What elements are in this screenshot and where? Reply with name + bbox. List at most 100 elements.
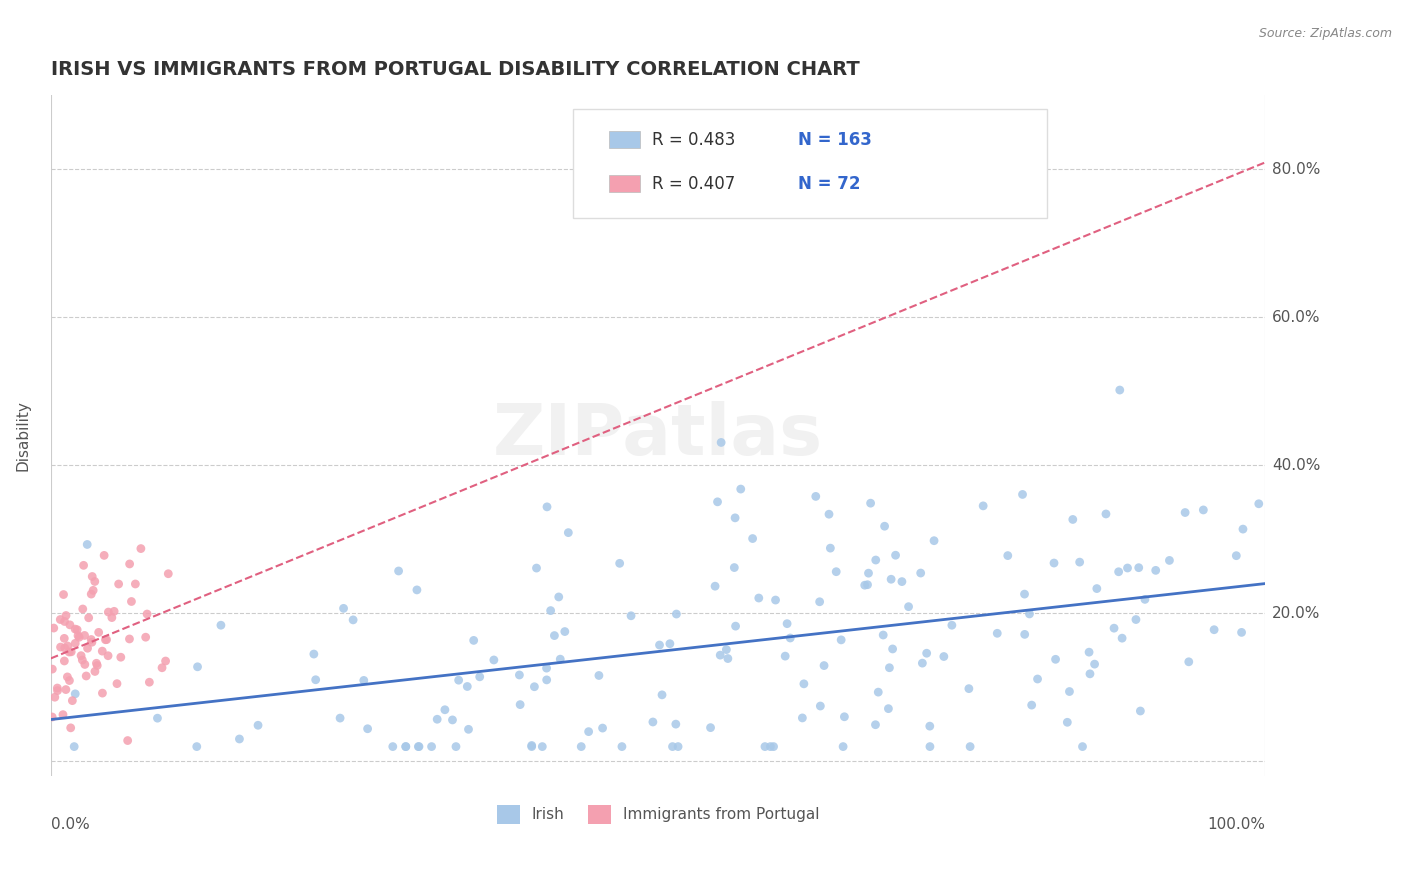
Text: 40.0%: 40.0% — [1272, 458, 1320, 473]
Irish — [1095, 507, 1118, 521]
Irish — [548, 652, 571, 666]
Irish — [406, 582, 429, 597]
Text: R = 0.407: R = 0.407 — [652, 175, 735, 193]
Irish — [536, 673, 558, 687]
Immigrants from Portugal — [66, 623, 89, 637]
Irish — [228, 731, 250, 746]
Immigrants from Portugal — [76, 641, 98, 656]
Irish — [880, 572, 903, 586]
Immigrants from Portugal — [136, 607, 159, 621]
Irish — [759, 739, 782, 754]
Irish — [1059, 684, 1081, 698]
Immigrants from Portugal — [117, 733, 139, 747]
Irish — [1174, 506, 1197, 520]
Immigrants from Portugal — [86, 657, 108, 671]
Irish — [884, 548, 907, 562]
Irish — [882, 642, 904, 657]
Immigrants from Portugal — [58, 645, 80, 659]
Irish — [447, 673, 470, 688]
Irish — [305, 673, 328, 687]
Irish — [540, 604, 562, 618]
Immigrants from Portugal — [59, 617, 82, 632]
Immigrants from Portugal — [72, 558, 94, 573]
Irish — [813, 658, 835, 673]
Immigrants from Portugal — [110, 650, 132, 665]
Immigrants from Portugal — [105, 676, 128, 690]
Immigrants from Portugal — [52, 588, 75, 602]
Irish — [457, 723, 479, 737]
Irish — [651, 688, 673, 702]
Irish — [1125, 613, 1147, 627]
Immigrants from Portugal — [49, 613, 72, 627]
Immigrants from Portugal — [63, 622, 86, 636]
Irish — [509, 698, 531, 712]
Immigrants from Portugal — [53, 654, 76, 668]
Irish — [441, 713, 464, 727]
Irish — [723, 560, 745, 574]
Irish — [526, 561, 548, 575]
Irish — [1102, 621, 1125, 635]
Immigrants from Portugal — [93, 549, 115, 563]
Irish — [709, 648, 731, 662]
Text: N = 163: N = 163 — [797, 131, 872, 149]
Irish — [456, 680, 478, 694]
Irish — [523, 680, 546, 694]
Immigrants from Portugal — [80, 587, 103, 601]
Irish — [859, 496, 882, 510]
Immigrants from Portugal — [157, 566, 180, 581]
Irish — [543, 629, 565, 643]
Immigrants from Portugal — [72, 602, 94, 616]
Irish — [569, 739, 592, 754]
Irish — [834, 710, 856, 724]
Irish — [426, 712, 449, 726]
Irish — [918, 739, 941, 754]
Irish — [520, 739, 543, 753]
Text: IRISH VS IMMIGRANTS FROM PORTUGAL DISABILITY CORRELATION CHART: IRISH VS IMMIGRANTS FROM PORTUGAL DISABI… — [51, 60, 859, 78]
Y-axis label: Disability: Disability — [15, 401, 30, 471]
Text: 0.0%: 0.0% — [51, 817, 90, 832]
Irish — [868, 685, 890, 699]
Text: 60.0%: 60.0% — [1272, 310, 1320, 325]
Irish — [877, 701, 900, 715]
Immigrants from Portugal — [49, 640, 72, 654]
Irish — [1078, 666, 1101, 681]
Irish — [832, 739, 855, 754]
Irish — [146, 711, 169, 725]
Irish — [1069, 555, 1091, 569]
Text: 80.0%: 80.0% — [1272, 162, 1320, 177]
Text: 20.0%: 20.0% — [1272, 606, 1320, 621]
Irish — [1084, 657, 1107, 672]
Irish — [186, 660, 208, 674]
Immigrants from Portugal — [135, 630, 157, 644]
Irish — [1043, 556, 1066, 570]
Immigrants from Portugal — [53, 632, 76, 646]
Immigrants from Portugal — [59, 721, 82, 735]
Irish — [724, 511, 747, 525]
Irish — [724, 619, 747, 633]
Irish — [609, 557, 631, 571]
Irish — [578, 724, 600, 739]
Irish — [329, 711, 352, 725]
Irish — [408, 739, 430, 754]
Irish — [1116, 561, 1139, 575]
Immigrants from Portugal — [44, 690, 66, 705]
Text: Source: ZipAtlas.com: Source: ZipAtlas.com — [1258, 27, 1392, 40]
Irish — [1232, 522, 1254, 536]
Irish — [620, 608, 643, 623]
Irish — [754, 739, 776, 754]
Irish — [716, 642, 738, 657]
Immigrants from Portugal — [73, 657, 96, 672]
Immigrants from Portugal — [41, 662, 63, 676]
Irish — [1078, 645, 1101, 659]
Immigrants from Portugal — [97, 605, 120, 619]
Immigrants from Portugal — [58, 673, 80, 688]
Irish — [959, 739, 981, 754]
Text: N = 72: N = 72 — [797, 175, 860, 193]
Immigrants from Portugal — [101, 610, 124, 624]
Irish — [63, 739, 86, 754]
Irish — [1108, 565, 1130, 579]
FancyBboxPatch shape — [574, 109, 1046, 218]
Immigrants from Portugal — [86, 658, 108, 673]
Immigrants from Portugal — [107, 577, 129, 591]
Irish — [762, 739, 785, 754]
